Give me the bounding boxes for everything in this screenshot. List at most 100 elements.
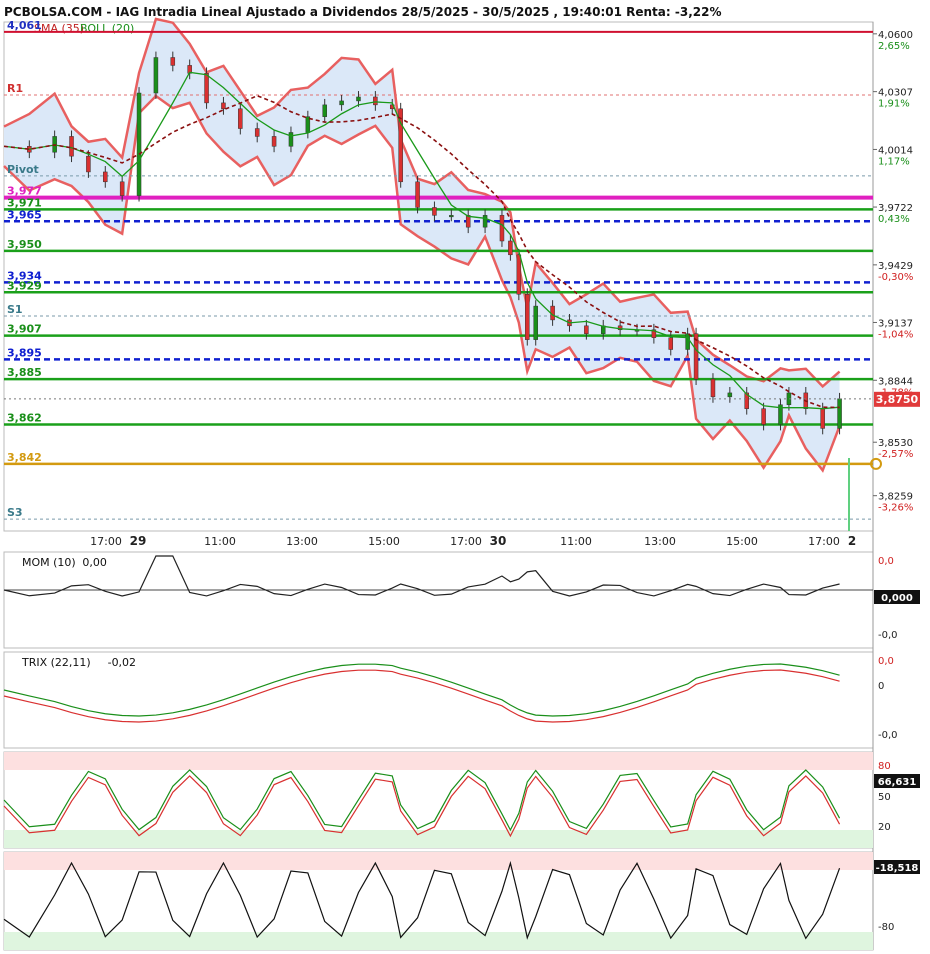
indicator-line — [3, 769, 841, 832]
candle-body — [373, 96, 378, 106]
indicator-y-tick: -80 — [878, 922, 894, 933]
candle-body — [449, 215, 454, 218]
x-tick-label: 13:00 — [286, 535, 318, 548]
indicator-signal-line — [3, 669, 840, 723]
x-tick-label: 17:00 — [808, 535, 840, 548]
indicator-last-value: -18,518 — [876, 863, 919, 874]
indicator-line — [3, 663, 840, 717]
indicator-title: MOM (10) — [22, 556, 76, 569]
boll-legend: BOLL (20) — [80, 22, 134, 35]
candle-body — [153, 57, 159, 94]
x-tick-label: 29 — [130, 534, 147, 548]
level-label: 3,895 — [7, 346, 42, 359]
price-candles — [27, 51, 842, 435]
chart-title: PCBOLSA.COM - IAG Intradia Lineal Ajusta… — [4, 5, 721, 19]
candle-body — [778, 404, 783, 425]
x-tick-label: 11:00 — [560, 535, 592, 548]
indicator-y-tick: 0,0 — [878, 656, 894, 667]
level-label: 3,842 — [7, 451, 42, 464]
oversold-zone — [4, 830, 873, 848]
candle-body — [533, 305, 538, 340]
x-tick-label: 17:00 — [450, 535, 482, 548]
y-tick-label: 3,8530 — [878, 438, 913, 449]
band-upper — [3, 17, 841, 389]
level-label: 3,950 — [7, 238, 42, 251]
y-tick-pct: -2,57% — [878, 449, 913, 460]
candle-body — [339, 100, 344, 106]
level-label: S1 — [7, 303, 23, 316]
indicator-last-box — [874, 590, 920, 604]
panel-frames — [3, 21, 874, 951]
candle-body — [744, 392, 749, 409]
candle-body — [69, 136, 74, 157]
indicator-y-tick: -0,0 — [878, 730, 898, 741]
indicator-line — [3, 860, 841, 940]
y-tick-label: 4,0014 — [878, 145, 913, 156]
indicator-signal-line — [3, 775, 841, 838]
candle-body — [204, 73, 209, 104]
candle-body — [254, 128, 260, 137]
level-label: 3,929 — [7, 279, 42, 292]
indicator-line — [3, 555, 840, 597]
indicator-y-tick: 0 — [878, 681, 884, 692]
y-tick-pct: -3,26% — [878, 503, 913, 514]
y-tick-pct: 1,17% — [878, 156, 910, 167]
candle-body — [271, 136, 277, 147]
indicator-last-box — [874, 860, 920, 874]
last-price-box — [874, 391, 920, 407]
y-tick-label: 3,9429 — [878, 261, 913, 272]
y-tick-label: 4,0307 — [878, 88, 913, 99]
y-tick-label: 3,8259 — [878, 492, 913, 503]
x-tick-label: 15:00 — [726, 535, 758, 548]
bollinger-band — [3, 17, 841, 473]
candle-body — [288, 132, 294, 147]
level-label: 3,885 — [7, 366, 42, 379]
x-tick-label: 17:00 — [90, 535, 122, 548]
candle-body — [356, 96, 361, 102]
indicator-y-tick: 50 — [878, 792, 891, 803]
level-label: 3,965 — [7, 208, 42, 221]
y-tick-pct: 0,43% — [878, 214, 910, 225]
candle-body — [516, 254, 522, 295]
candle-body — [322, 104, 327, 117]
candle-body — [651, 329, 657, 338]
level-label: S3 — [7, 506, 23, 519]
candle-body — [119, 181, 125, 196]
y-tick-label: 3,9137 — [878, 318, 913, 329]
x-tick-label: 15:00 — [368, 535, 400, 548]
sma-line — [3, 94, 840, 409]
level-label: 3,971 — [7, 196, 42, 209]
candle-body — [820, 408, 825, 429]
indicator-current: 0,00 — [82, 556, 107, 569]
time-x-axis: 17:00 29 11:00 13:00 15:00 17:00 30 11:00 13:00 1… — [90, 534, 856, 548]
candle-body — [508, 240, 513, 256]
candle-body — [482, 215, 488, 228]
y-tick-pct: 1,91% — [878, 99, 910, 110]
y-tick-label: 4,0600 — [878, 30, 913, 41]
candle-body — [668, 337, 674, 350]
indicator-y-tick: -0,0 — [878, 630, 898, 641]
indicator-y-tick: 80 — [878, 761, 891, 772]
y-tick-label: 3,8844 — [878, 376, 913, 387]
indicator-last-box — [874, 774, 920, 788]
candle-body — [693, 333, 699, 380]
indicator-last-value: 0,000 — [881, 593, 913, 604]
band-fill — [4, 18, 840, 471]
x-tick-label: 11:00 — [204, 535, 236, 548]
indicator-y-tick: 20 — [878, 822, 891, 833]
y-tick-pct: -1,04% — [878, 329, 913, 340]
y-tick-label: 3,9722 — [878, 203, 913, 214]
y-tick-pct: 2,65% — [878, 41, 910, 52]
level-label: 3,977 — [7, 185, 42, 198]
candle-body — [685, 333, 690, 350]
boll-midline — [3, 71, 840, 410]
support-resistance-levels: 4,061R1Pivot3,9773,9713,9653,9503,9343,9… — [4, 19, 882, 520]
level-label: Pivot — [7, 163, 39, 176]
candle-body — [170, 57, 176, 66]
candle-body — [710, 378, 716, 398]
candle-body — [221, 102, 226, 110]
candle-body — [238, 108, 243, 129]
x-tick-label: 2 — [848, 534, 856, 548]
